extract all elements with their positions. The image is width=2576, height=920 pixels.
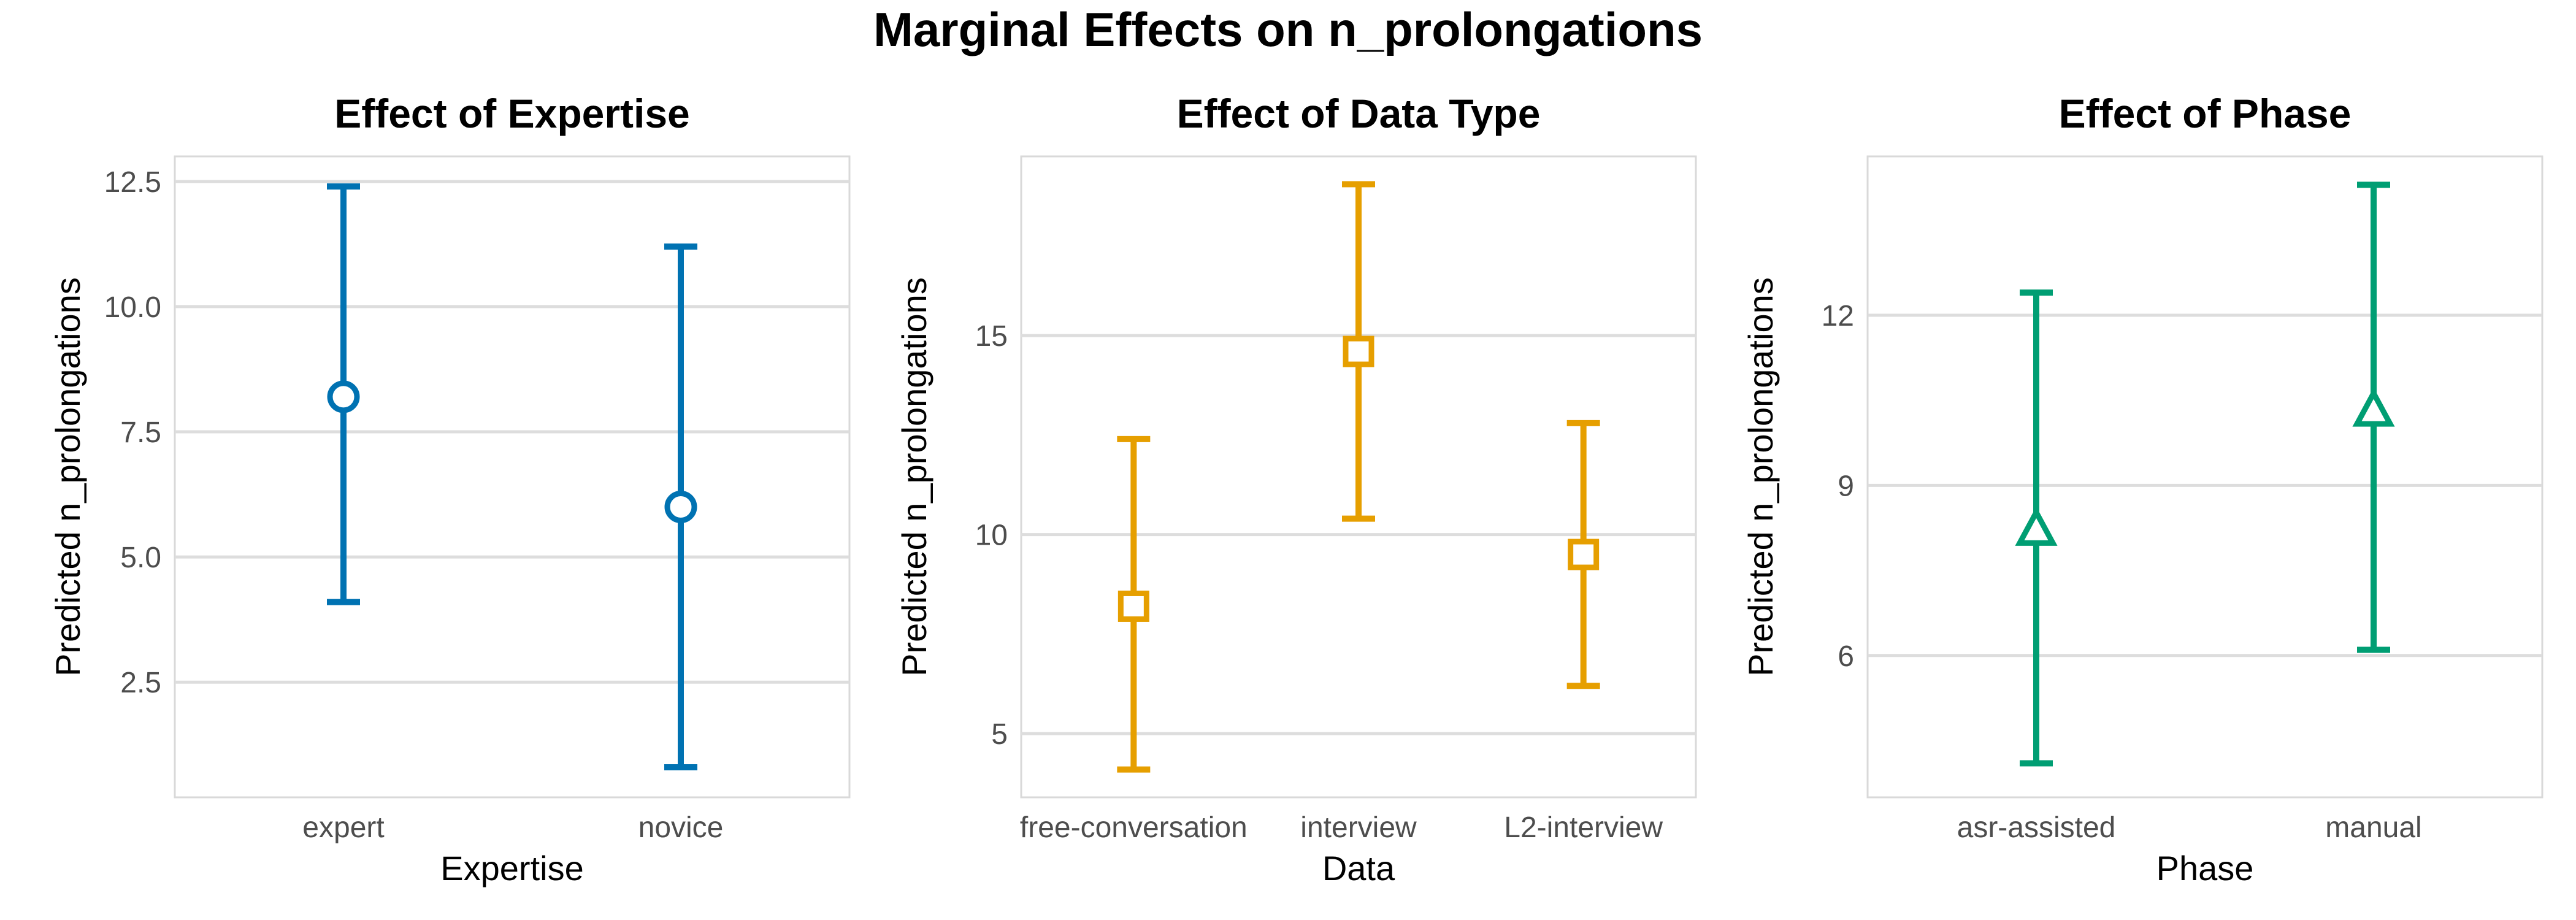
y-tick-label: 2.5 <box>120 667 161 699</box>
figure-title: Marginal Effects on n_prolongations <box>873 2 1703 56</box>
estimate-point <box>1568 539 1600 570</box>
y-tick-label: 12 <box>1822 300 1854 332</box>
y-tick-label: 9 <box>1838 470 1854 502</box>
plot-area <box>1866 155 2543 799</box>
y-tick-label: 10 <box>975 519 1008 552</box>
x-tick-label: asr-assisted <box>1957 811 2116 844</box>
panel-title: Effect of Expertise <box>334 91 690 136</box>
panel-title: Effect of Phase <box>2059 91 2352 136</box>
y-tick-label: 6 <box>1838 640 1854 673</box>
panel-2: 5 10 15 free-conversation interview L2-interv… <box>895 91 1697 887</box>
estimate-point <box>2015 506 2058 546</box>
x-axis-label: Expertise <box>440 849 583 887</box>
plot-area <box>174 155 851 799</box>
x-tick-label: free-conversation <box>1020 811 1248 844</box>
y-axis-label: Predicted n_prolongations <box>48 277 87 677</box>
y-tick-label: 10.0 <box>104 291 161 324</box>
panel-title: Effect of Data Type <box>1177 91 1541 136</box>
x-tick-label: L2-interview <box>1504 811 1663 844</box>
y-tick-label: 5.0 <box>120 542 161 574</box>
x-tick-label: expert <box>302 811 384 844</box>
y-tick-label: 12.5 <box>104 166 161 199</box>
estimate-point <box>327 380 360 413</box>
y-tick-label: 5 <box>991 718 1008 751</box>
x-tick-label: manual <box>2325 811 2421 844</box>
estimate-point <box>1343 335 1374 367</box>
y-tick-label: 7.5 <box>120 416 161 449</box>
y-axis-label: Predicted n_prolongations <box>1741 277 1780 677</box>
estimate-point <box>2352 387 2395 427</box>
estimate-point <box>1117 590 1149 622</box>
x-tick-label: interview <box>1300 811 1417 844</box>
x-tick-label: novice <box>638 811 724 844</box>
x-axis-label: Data <box>1322 849 1395 887</box>
y-axis-label: Predicted n_prolongations <box>895 277 933 677</box>
x-axis-label: Phase <box>2156 849 2254 887</box>
estimate-point <box>664 490 697 523</box>
panel-1: 2.5 5.0 7.5 10.0 12.5 expert novice Effect of E… <box>48 91 851 887</box>
y-tick-label: 15 <box>975 320 1008 353</box>
panel-3: 6 9 12 asr-assisted manual Effect of Phase Pha… <box>1741 91 2543 887</box>
